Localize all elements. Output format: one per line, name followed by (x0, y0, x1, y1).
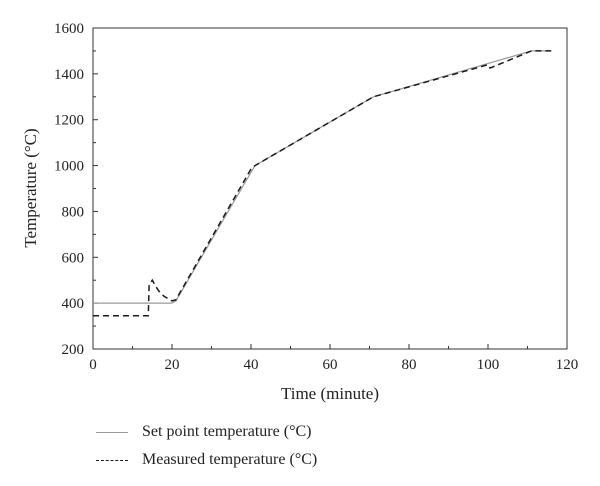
y-tick-label: 400 (62, 296, 85, 312)
series-group (93, 50, 552, 317)
x-tick-label: 120 (556, 357, 579, 373)
y-tick-label: 800 (62, 204, 85, 220)
y-tick-label: 1000 (54, 159, 84, 175)
legend: Set point temperature (°C) Measured temp… (96, 418, 317, 474)
x-tick-label: 20 (165, 357, 180, 373)
legend-label: Measured temperature (°C) (142, 451, 318, 468)
legend-swatch-solid (96, 431, 128, 433)
series-line-measured (93, 50, 552, 317)
x-tick-label: 0 (89, 357, 97, 373)
tick-group: 0 20 40 60 80 100 120 200 400 600 800 1000 1200 1400 1… (54, 21, 578, 373)
line-chart: 0 20 40 60 80 100 120 200 400 600 800 1000 1200 1400 1… (21, 21, 578, 403)
x-tick-label: 80 (402, 357, 417, 373)
y-tick-label: 1200 (54, 113, 84, 129)
y-tick-label: 1400 (54, 67, 84, 83)
legend-item-measured: Measured temperature (°C) (96, 446, 317, 474)
series-line-set-point (93, 50, 552, 304)
y-axis-title: Temperature (°C) (21, 128, 40, 247)
legend-label: Set point temperature (°C) (142, 423, 312, 440)
legend-item-set-point: Set point temperature (°C) (96, 418, 317, 446)
x-tick-label: 40 (244, 357, 259, 373)
plot-frame (92, 27, 568, 350)
x-tick-label: 60 (323, 357, 338, 373)
y-tick-label: 600 (62, 250, 85, 266)
x-axis-title: Time (minute) (281, 384, 379, 403)
x-tick-label: 100 (477, 357, 500, 373)
legend-swatch-dashed (96, 459, 128, 461)
y-tick-label: 1600 (54, 21, 84, 37)
y-tick-label: 200 (62, 342, 85, 358)
